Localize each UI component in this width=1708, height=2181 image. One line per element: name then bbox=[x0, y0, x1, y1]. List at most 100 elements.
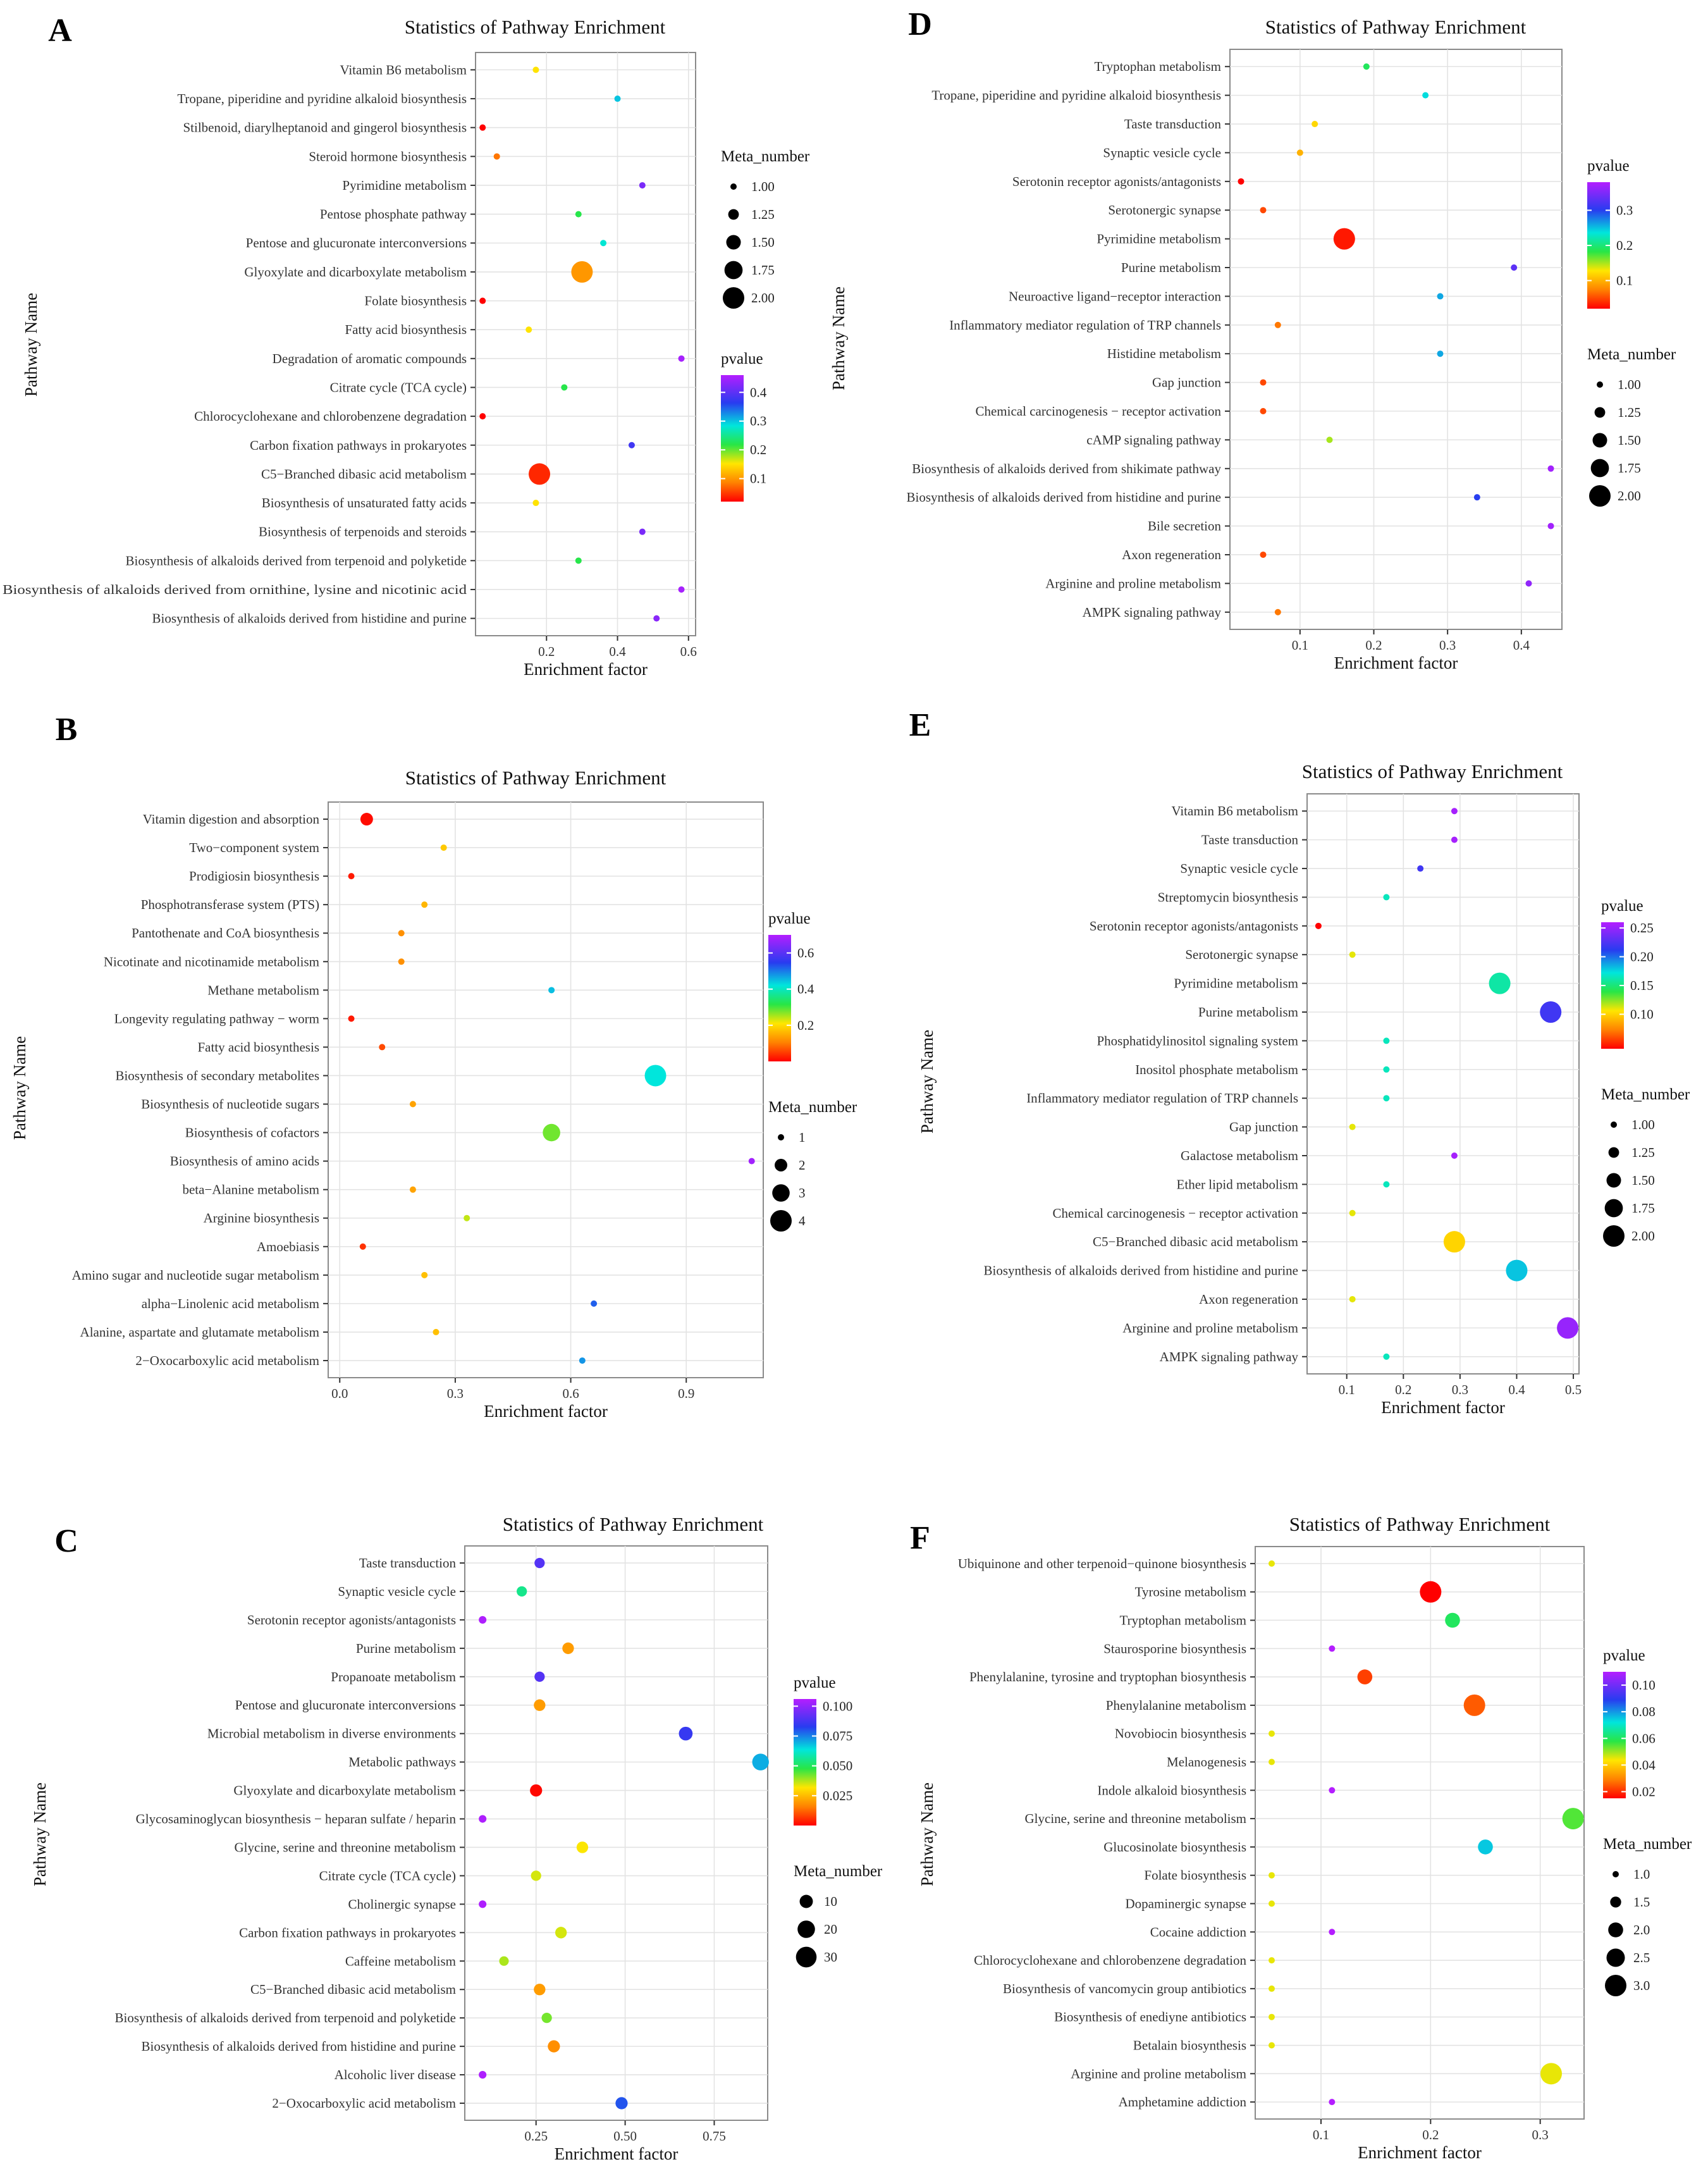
data-point bbox=[548, 987, 555, 994]
data-point bbox=[1269, 2013, 1275, 2020]
color-legend-label: 0.15 bbox=[1630, 978, 1654, 993]
size-legend-key bbox=[723, 287, 744, 309]
x-tick-label: 0.3 bbox=[1532, 2127, 1549, 2142]
plot-area bbox=[328, 801, 764, 1378]
y-tick-label: Staurosporine biosynthesis bbox=[1103, 1641, 1246, 1656]
y-axis-title: Pathway Name bbox=[918, 1030, 937, 1134]
data-point bbox=[1260, 407, 1267, 414]
y-tick-label: Steroid hormone biosynthesis bbox=[309, 149, 467, 164]
y-tick-label: Biosynthesis of alkaloids derived from h… bbox=[907, 490, 1222, 505]
color-legend-label: 0.1 bbox=[750, 471, 766, 486]
y-tick-label: Pyrimidine metabolism bbox=[1097, 232, 1221, 247]
y-tick-label: Biosynthesis of amino acids bbox=[170, 1154, 319, 1169]
size-legend-label: 30 bbox=[824, 1949, 837, 1965]
data-point bbox=[1329, 1929, 1336, 1936]
x-axis-title: Enrichment factor bbox=[1358, 2143, 1482, 2162]
y-tick-label: Chlorocyclohexane and chlorobenzene degr… bbox=[974, 1953, 1246, 1968]
data-point bbox=[1329, 1645, 1336, 1652]
data-point bbox=[534, 1671, 545, 1682]
y-tick-label: beta−Alanine metabolism bbox=[182, 1182, 319, 1197]
size-legend-label: 4 bbox=[799, 1213, 806, 1228]
x-tick-label: 0.4 bbox=[609, 644, 626, 659]
data-point bbox=[1269, 1872, 1275, 1879]
size-legend-label: 1.75 bbox=[1618, 460, 1641, 476]
color-legend-label: 0.3 bbox=[1616, 202, 1633, 218]
chart-title: Statistics of Pathway Enrichment bbox=[1265, 16, 1527, 38]
y-tick-label: Stilbenoid, diarylheptanoid and gingerol… bbox=[183, 120, 467, 135]
size-legend-key bbox=[1606, 1948, 1625, 1967]
color-legend-label: 0.025 bbox=[823, 1788, 852, 1803]
data-point bbox=[1349, 951, 1356, 958]
color-legend-title: pvalue bbox=[1601, 898, 1643, 915]
x-tick-label: 0.50 bbox=[613, 2128, 637, 2144]
size-legend-label: 1.00 bbox=[1631, 1117, 1655, 1132]
y-tick-label: Arginine biosynthesis bbox=[204, 1211, 319, 1226]
data-point bbox=[1383, 1181, 1390, 1188]
data-point bbox=[421, 1271, 428, 1278]
data-point bbox=[479, 124, 486, 131]
color-legend-label: 0.2 bbox=[750, 442, 766, 457]
size-legend-label: 1.50 bbox=[1618, 433, 1641, 448]
data-point bbox=[1383, 1095, 1390, 1102]
x-axis-title: Enrichment factor bbox=[555, 2144, 679, 2163]
size-legend-label: 3 bbox=[799, 1185, 806, 1201]
color-legend-label: 0.100 bbox=[823, 1698, 852, 1714]
data-point bbox=[440, 844, 447, 851]
data-point bbox=[1349, 1123, 1356, 1130]
data-point bbox=[433, 1328, 439, 1335]
y-tick-label: Biosynthesis of cofactors bbox=[185, 1125, 319, 1140]
size-legend-label: 1.00 bbox=[751, 179, 775, 194]
color-legend-label: 0.4 bbox=[750, 385, 767, 400]
chart-panel-d: D Statistics of Pathway Enrichment 0.1 0.2 0… bbox=[829, 6, 1676, 672]
y-tick-label: Taste transduction bbox=[359, 1555, 457, 1571]
data-point bbox=[409, 1186, 416, 1193]
y-tick-label: Taste transduction bbox=[1201, 832, 1299, 848]
y-tick-label: Degradation of aromatic compounds bbox=[273, 351, 467, 366]
size-legend-title: Meta_number bbox=[1601, 1086, 1690, 1103]
size-legend-key bbox=[1610, 1896, 1621, 1908]
data-point bbox=[639, 528, 646, 535]
y-tick-label: C5−Branched dibasic acid metabolism bbox=[261, 466, 467, 481]
y-tick-label: Phenylalanine metabolism bbox=[1106, 1698, 1246, 1713]
chart-panel-f: F Statistics of Pathway Enrichment 0.1 0.2 0… bbox=[910, 1513, 1692, 2162]
y-tick-label: Biosynthesis of alkaloids derived from t… bbox=[126, 553, 467, 568]
size-legend-title: Meta_number bbox=[768, 1099, 857, 1116]
y-tick-label: Synaptic vesicle cycle bbox=[1180, 861, 1298, 876]
x-tick-label: 0.4 bbox=[1508, 1382, 1525, 1397]
data-point bbox=[1557, 1317, 1579, 1339]
data-point bbox=[1562, 1808, 1584, 1830]
data-point bbox=[1329, 2099, 1336, 2106]
x-tick-label: 0.6 bbox=[680, 644, 697, 659]
color-legend-label: 0.1 bbox=[1616, 273, 1633, 288]
color-legend-label: 0.2 bbox=[797, 1018, 814, 1033]
data-point bbox=[576, 1841, 589, 1853]
data-point bbox=[644, 1065, 667, 1087]
data-point bbox=[534, 1984, 546, 1996]
y-tick-label: Glycosaminoglycan biosynthesis − heparan… bbox=[136, 1812, 457, 1827]
size-legend-label: 1 bbox=[799, 1130, 806, 1145]
data-point bbox=[628, 442, 635, 448]
data-point bbox=[614, 96, 621, 102]
data-point bbox=[479, 297, 486, 304]
data-point bbox=[525, 326, 532, 333]
size-legend-key bbox=[770, 1210, 792, 1232]
size-legend-key bbox=[724, 261, 743, 280]
data-point bbox=[348, 873, 355, 880]
data-point bbox=[1260, 379, 1267, 386]
color-legend-label: 0.02 bbox=[1632, 1784, 1656, 1799]
data-point bbox=[1269, 1730, 1275, 1737]
y-tick-label: Carbon fixation pathways in prokaryotes bbox=[239, 1925, 456, 1940]
size-legend-key bbox=[1608, 1922, 1623, 1937]
data-point bbox=[379, 1044, 386, 1051]
color-legend-title: pvalue bbox=[1603, 1647, 1645, 1664]
size-legend-label: 2.0 bbox=[1633, 1922, 1650, 1937]
y-tick-label: Metabolic pathways bbox=[348, 1755, 456, 1770]
x-tick-label: 0.1 bbox=[1339, 1382, 1355, 1397]
size-legend-label: 1.25 bbox=[751, 207, 775, 222]
chart-title: Statistics of Pathway Enrichment bbox=[1302, 760, 1563, 782]
color-legend-label: 0.08 bbox=[1632, 1704, 1656, 1719]
x-tick-label: 0.2 bbox=[1422, 2127, 1439, 2142]
y-tick-label: Biosynthesis of alkaloids derived from h… bbox=[152, 611, 467, 626]
